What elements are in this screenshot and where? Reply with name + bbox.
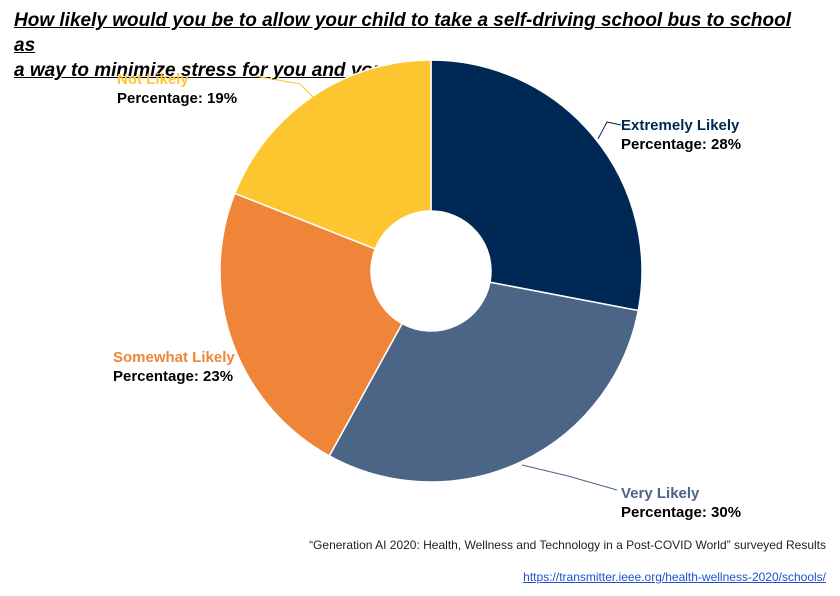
chart-title-line-1: How likely would you be to allow your ch…	[14, 10, 791, 56]
category-label-not-likely: Not Likely	[117, 71, 189, 88]
category-label-very-likely: Very Likely	[621, 485, 700, 502]
slice-very-likely	[328, 281, 640, 483]
chart-title: How likely would you be to allow your ch…	[14, 8, 814, 83]
leader-line-extremely-likely	[597, 121, 622, 140]
leader-line-not-likely	[254, 75, 316, 100]
category-label-extremely-likely: Extremely Likely	[621, 117, 740, 134]
value-label-not-likely: Percentage: 19%	[117, 90, 237, 107]
leader-line-very-likely	[521, 464, 618, 491]
value-label-extremely-likely: Percentage: 28%	[621, 136, 741, 153]
value-label-very-likely: Percentage: 30%	[621, 504, 741, 521]
chart-title-line-2: a way to minimize stress for you and you…	[14, 60, 454, 81]
slice-not-likely	[233, 59, 432, 250]
source-caption: “Generation AI 2020: Health, Wellness an…	[309, 538, 826, 552]
category-label-somewhat-likely: Somewhat Likely	[113, 349, 235, 366]
slice-somewhat-likely	[219, 192, 404, 457]
leader-line-somewhat-likely	[246, 341, 260, 351]
slice-extremely-likely	[430, 59, 643, 312]
source-link[interactable]: https://transmitter.ieee.org/health-well…	[523, 570, 826, 584]
value-label-somewhat-likely: Percentage: 23%	[113, 368, 233, 385]
